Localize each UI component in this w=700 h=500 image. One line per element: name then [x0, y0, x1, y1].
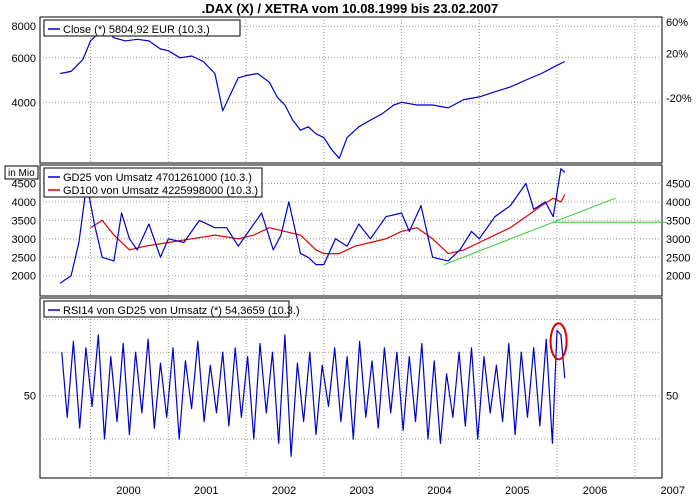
x-tick-label: 2002: [272, 485, 296, 497]
x-tick-label: 2003: [350, 485, 374, 497]
y-tick-label-left: 2000: [12, 271, 36, 283]
y-tick-label-right: -20%: [666, 93, 692, 105]
y-tick-label-right: 3000: [666, 234, 690, 246]
y-tick-label-right: 2500: [666, 252, 690, 264]
y-tick-label-right: 4000: [666, 197, 690, 209]
y-tick-label-left: 4000: [12, 97, 36, 109]
y-tick-label-left: 8000: [12, 21, 36, 33]
legend-box: [43, 19, 241, 37]
legend-box: [43, 167, 263, 198]
panel-turnover: 2000 2000 2500 2500 3000 3000 3500 3500 4000 4000…: [4, 164, 690, 297]
x-tick-label: 2001: [194, 485, 218, 497]
panel-price: 8000 6000 4000 60% 20% -20% Close (*) 5804,92 …: [12, 16, 692, 164]
x-tick-label: 2004: [427, 485, 451, 497]
x-tick-label: 2007: [661, 485, 685, 497]
y-tick-label-left: 2500: [12, 252, 36, 264]
chart-title: .DAX (X) / XETRA vom 10.08.1999 bis 23.0…: [201, 1, 499, 16]
y-tick-label-left: 4000: [12, 197, 36, 209]
legend-label: Close (*) 5804,92 EUR (10.3.): [63, 24, 210, 36]
y-tick-label-right: 3500: [666, 215, 690, 227]
y-tick-label-right: 50: [666, 391, 678, 403]
y-tick-label-right: 4500: [666, 178, 690, 190]
legend-label: GD100 von Umsatz 4225998000 (10.3.): [63, 185, 258, 197]
y-tick-label-right: 60%: [666, 17, 688, 29]
y-tick-label-left: 6000: [12, 53, 36, 65]
x-tick-label: 2005: [505, 485, 529, 497]
y-tick-label-left: 4500: [12, 178, 36, 190]
series-line-gd25: [59, 168, 566, 284]
unit-label: in Mio: [8, 168, 35, 179]
series-line-close: [60, 29, 566, 159]
x-tick-label: 2000: [116, 485, 140, 497]
panel-frame: [39, 16, 663, 164]
panel-rsi: 50 50 RSI14 von GD25 von Umsatz (*) 54,365…: [24, 297, 678, 479]
y-tick-label-left: 3000: [12, 234, 36, 246]
y-tick-label-right: 2000: [666, 271, 690, 283]
y-tick-label-left: 3500: [12, 215, 36, 227]
legend-label: GD25 von Umsatz 4701261000 (10.3.): [63, 172, 252, 184]
y-tick-label-right: 20%: [666, 48, 688, 60]
y-tick-label-left: 50: [24, 391, 36, 403]
series-line-gd100: [90, 194, 566, 255]
unit-label-box: [4, 165, 39, 180]
series-line-rsi: [61, 329, 566, 457]
x-axis: 2000 2001 2002 2003 2004 2005 2006 2007: [116, 485, 685, 497]
legend-label: RSI14 von GD25 von Umsatz (*) 54,3659 (1…: [63, 305, 300, 317]
annotation-ellipse: [549, 322, 568, 361]
legend-box: [43, 300, 290, 318]
x-tick-label: 2006: [583, 485, 607, 497]
